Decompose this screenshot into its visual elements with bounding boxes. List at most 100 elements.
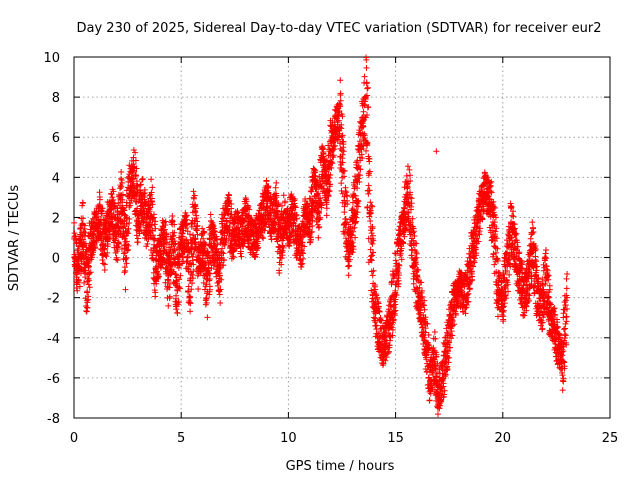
data-point — [526, 292, 533, 299]
data-point — [563, 318, 570, 325]
data-point — [510, 213, 517, 220]
data-point — [335, 117, 342, 124]
data-point — [139, 176, 146, 183]
data-point — [413, 249, 420, 256]
data-point — [449, 332, 456, 339]
data-point — [493, 225, 500, 232]
data-point — [361, 73, 368, 80]
data-point — [171, 259, 178, 266]
data-point — [545, 294, 552, 301]
data-point — [441, 370, 448, 377]
data-point — [136, 228, 143, 235]
data-point — [376, 308, 383, 315]
data-point — [429, 384, 436, 391]
data-point — [360, 108, 367, 115]
data-point — [74, 287, 81, 294]
data-point — [309, 217, 316, 224]
data-point — [274, 238, 281, 245]
data-point — [123, 238, 130, 245]
data-point — [146, 192, 153, 199]
data-point — [189, 257, 196, 264]
data-point — [419, 324, 426, 331]
data-point — [462, 310, 469, 317]
data-point — [170, 232, 177, 239]
data-point — [315, 190, 322, 197]
data-point — [343, 189, 350, 196]
data-point — [363, 54, 370, 61]
data-point — [365, 182, 372, 189]
data-point — [355, 198, 362, 205]
data-point — [364, 85, 371, 92]
data-point — [547, 301, 554, 308]
data-point — [90, 232, 97, 239]
data-point — [372, 322, 379, 329]
data-point — [158, 264, 165, 271]
data-point — [455, 297, 462, 304]
y-tick-label: -8 — [47, 412, 60, 427]
data-point — [369, 203, 376, 210]
data-point — [477, 225, 484, 232]
data-point — [421, 297, 428, 304]
data-point — [408, 200, 415, 207]
data-point — [298, 263, 305, 270]
data-point — [173, 271, 180, 278]
data-point — [407, 178, 414, 185]
data-point — [118, 183, 125, 190]
data-point — [101, 261, 108, 268]
data-point — [378, 317, 385, 324]
data-point — [513, 262, 520, 269]
data-point — [149, 227, 156, 234]
y-tick-label: 4 — [52, 171, 60, 186]
data-point — [343, 192, 350, 199]
data-point — [207, 236, 214, 243]
data-point — [225, 191, 232, 198]
data-point — [101, 266, 108, 273]
data-point — [416, 284, 423, 291]
data-point — [513, 230, 520, 237]
data-point — [446, 338, 453, 345]
data-point — [186, 293, 193, 300]
data-point — [247, 214, 254, 221]
data-point — [77, 225, 84, 232]
data-point — [364, 84, 371, 91]
data-point — [505, 288, 512, 295]
data-point — [276, 270, 283, 277]
y-tick-label: -4 — [47, 332, 60, 347]
data-point — [407, 189, 414, 196]
data-point — [153, 280, 160, 287]
data-point — [172, 240, 179, 247]
data-point — [171, 221, 178, 228]
data-point — [407, 206, 414, 213]
data-point — [406, 172, 413, 179]
data-point — [391, 272, 398, 279]
data-point — [466, 285, 473, 292]
data-point — [121, 211, 128, 218]
data-point — [366, 158, 373, 165]
data-point — [111, 200, 118, 207]
data-point — [395, 277, 402, 284]
data-point — [165, 255, 172, 262]
data-point — [346, 256, 353, 263]
data-point — [506, 271, 513, 278]
data-point — [366, 168, 373, 175]
data-point — [404, 163, 411, 170]
data-point — [173, 292, 180, 299]
data-point — [392, 296, 399, 303]
data-point — [207, 270, 214, 277]
data-point — [259, 234, 266, 241]
data-point — [539, 319, 546, 326]
data-point — [203, 299, 210, 306]
data-point — [265, 183, 272, 190]
data-point — [420, 301, 427, 308]
data-point — [476, 231, 483, 238]
data-point — [438, 397, 445, 404]
data-point — [190, 251, 197, 258]
data-point — [140, 190, 147, 197]
data-point — [436, 405, 443, 412]
data-point — [166, 284, 173, 291]
data-point — [337, 103, 344, 110]
data-point — [134, 235, 141, 242]
data-point — [148, 189, 155, 196]
data-point — [163, 231, 170, 238]
